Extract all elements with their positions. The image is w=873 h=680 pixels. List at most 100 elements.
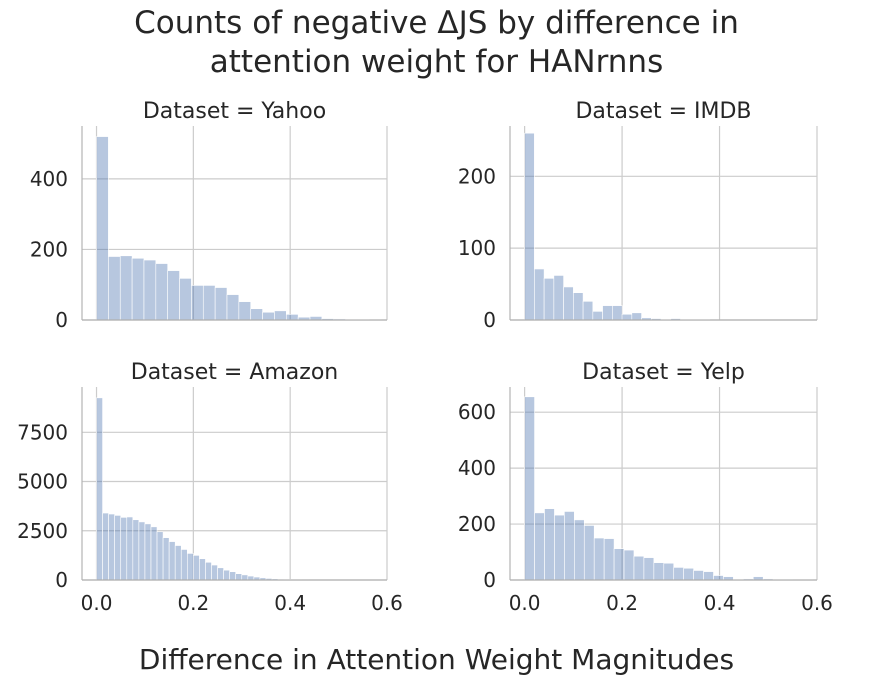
histogram-bar-yahoo: [286, 314, 299, 321]
histogram-bar-amazon: [229, 571, 237, 581]
histogram-bar-yelp: [603, 538, 615, 581]
y-tick-label: 0: [483, 308, 496, 332]
histogram-bar-amazon: [168, 541, 176, 581]
histogram-bar-amazon: [120, 517, 128, 581]
panel-imdb: Dataset = IMDB 0 100 200: [458, 99, 818, 332]
panel-title-yelp: Dataset = Yelp: [582, 360, 745, 385]
histogram-bar-yelp: [623, 549, 635, 581]
x-tick-label: 0.2: [177, 591, 209, 615]
histogram-bar-amazon: [102, 512, 109, 581]
histogram-bar-yelp: [683, 567, 694, 581]
x-tick-label: 0.2: [606, 591, 638, 615]
histogram-bar-yahoo: [238, 301, 252, 321]
histogram-bar-amazon: [199, 558, 206, 581]
histogram-bar-amazon: [126, 516, 134, 581]
histogram-bar-amazon: [180, 549, 188, 581]
x-tick-label: 0.0: [81, 591, 113, 615]
histogram-bar-amazon: [241, 574, 249, 581]
histogram-bar-yahoo: [250, 308, 263, 321]
histogram-bar-yahoo: [143, 259, 157, 321]
histogram-bar-yahoo: [155, 263, 168, 321]
histogram-bar-amazon: [174, 545, 182, 581]
histogram-bar-yelp: [613, 548, 625, 581]
histogram-bar-amazon: [186, 553, 194, 581]
histogram-bar-yelp: [534, 512, 545, 581]
histogram-bar-yahoo: [179, 278, 192, 321]
figure-title-line-2: attention weight for HANrnns: [209, 44, 664, 80]
histogram-bar-amazon: [235, 573, 243, 581]
histogram-bar-amazon: [96, 397, 103, 581]
y-tick-label: 200: [30, 237, 68, 261]
histogram-bar-yahoo: [131, 257, 145, 321]
y-tick-label: 200: [458, 164, 496, 188]
histogram-bar-imdb: [524, 132, 535, 321]
histogram-bar-imdb: [553, 275, 564, 321]
histogram-bar-imdb: [573, 292, 584, 321]
histogram-bar-imdb: [534, 268, 545, 321]
histogram-bar-yahoo: [119, 255, 133, 321]
histogram-bar-amazon: [223, 569, 230, 581]
histogram-bar-yahoo: [167, 270, 180, 321]
histogram-bar-imdb: [631, 312, 642, 321]
x-tick-label: 0.4: [704, 591, 736, 615]
histogram-bar-amazon: [138, 521, 146, 581]
y-tick-label: 2500: [17, 519, 68, 543]
histogram-bar-yelp: [673, 567, 684, 581]
histogram-bar-imdb: [582, 301, 594, 321]
histogram-bar-yelp: [583, 525, 595, 581]
histogram-bar-amazon: [205, 561, 212, 581]
histogram-bar-yahoo: [191, 285, 204, 321]
histogram-bar-amazon: [114, 515, 122, 581]
histogram-bar-yelp: [643, 557, 655, 581]
histogram-bar-amazon: [217, 567, 224, 581]
y-tick-label: 400: [30, 167, 68, 191]
histogram-bar-yahoo: [274, 310, 287, 321]
histogram-bar-yahoo: [262, 311, 275, 321]
histogram-bar-amazon: [150, 526, 158, 581]
histogram-bar-imdb: [621, 313, 633, 321]
histogram-bar-yelp: [693, 570, 704, 581]
y-tick-label: 0: [55, 568, 68, 592]
histogram-bar-amazon: [193, 555, 200, 581]
x-tick-label: 0.0: [509, 591, 541, 615]
histogram-bar-imdb: [592, 311, 603, 321]
panel-title-amazon: Dataset = Amazon: [131, 360, 339, 385]
histogram-bar-imdb: [543, 278, 555, 321]
histogram-bar-amazon: [162, 537, 170, 581]
histogram-bar-imdb: [612, 305, 623, 321]
y-tick-label: 400: [458, 456, 496, 480]
histogram-bar-yelp: [713, 575, 724, 581]
histogram-bar-amazon: [132, 519, 140, 581]
histogram-bar-yelp: [653, 562, 665, 581]
histogram-bar-yelp: [703, 571, 714, 581]
histogram-bar-amazon: [211, 564, 218, 581]
y-tick-label: 600: [458, 400, 496, 424]
y-tick-label: 100: [458, 236, 496, 260]
figure-title-line-1: Counts of negative ΔJS by difference in: [134, 5, 739, 41]
histogram-bar-yahoo: [96, 136, 109, 321]
histogram-bar-imdb: [563, 286, 574, 321]
y-tick-label: 0: [55, 308, 68, 332]
y-tick-label: 7500: [17, 420, 68, 444]
x-axis-label: Difference in Attention Weight Magnitude…: [138, 643, 735, 676]
panel-title-imdb: Dataset = IMDB: [575, 99, 751, 124]
x-tick-label: 0.4: [274, 591, 306, 615]
histogram-bar-amazon: [108, 513, 115, 581]
x-tick-label: 0.6: [801, 591, 833, 615]
histogram-bar-yahoo: [202, 285, 216, 321]
histogram-bar-yelp: [544, 508, 555, 581]
y-tick-label: 0: [483, 568, 496, 592]
histogram-bar-yahoo: [108, 256, 121, 321]
histogram-bar-yelp: [524, 396, 535, 581]
histogram-bar-yelp: [663, 562, 675, 581]
panel-title-yahoo: Dataset = Yahoo: [143, 99, 326, 124]
histogram-bar-yelp: [554, 514, 565, 581]
histogram-bar-yelp: [593, 537, 605, 581]
x-tick-label: 0.6: [371, 591, 403, 615]
histogram-bar-amazon: [156, 531, 164, 581]
histogram-bar-yahoo: [214, 287, 228, 321]
y-tick-label: 5000: [17, 470, 68, 494]
histogram-bar-amazon: [144, 523, 152, 581]
